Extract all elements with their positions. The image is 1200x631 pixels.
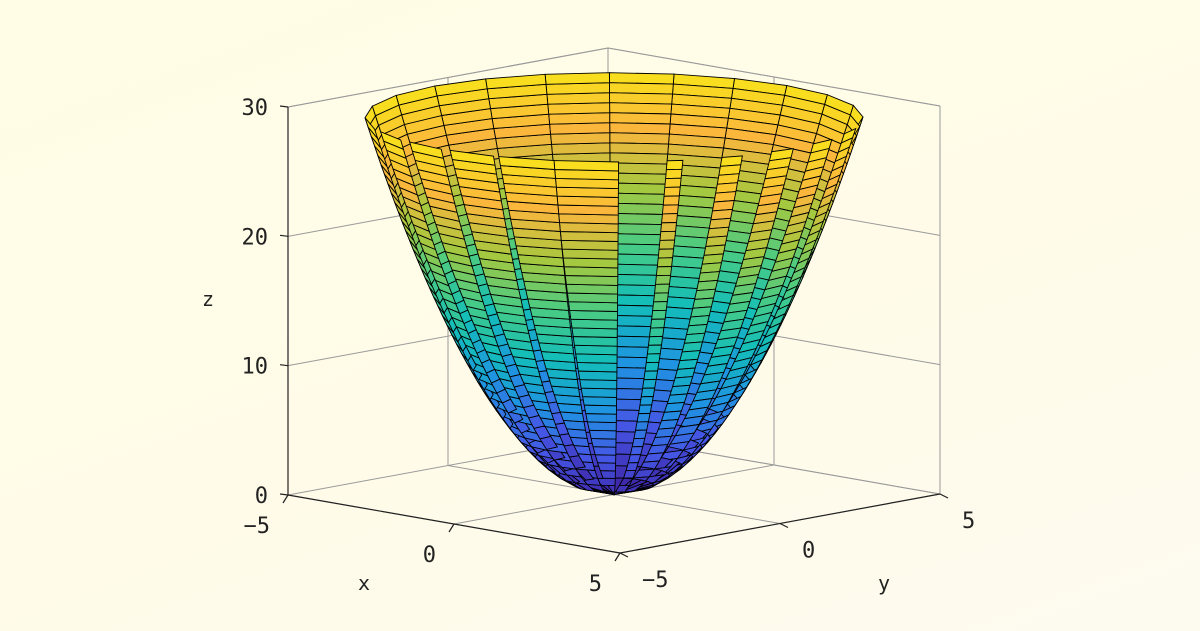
z-axis-label: z [202,287,214,311]
z-tick-label: 0 [255,484,268,509]
surface-facet [568,318,618,330]
surface-facet [609,82,674,95]
axes-layer: 0 10 20 30 −5 0 5 −5 0 5 [242,96,976,597]
surface-facet [564,275,619,286]
y-tick-label: −5 [642,568,669,593]
surface-facet [563,266,619,278]
y-tick-label: 0 [802,539,815,564]
x-tick-label: 5 [589,572,602,597]
surface-facet [550,132,611,145]
surface-facet [559,231,619,242]
surface-facet [574,361,618,373]
z-tick-label: 20 [242,225,269,250]
surface-facet [364,117,379,139]
surface-facet [549,122,611,135]
x-tick [448,523,455,533]
surface-facet [608,72,675,85]
surface-facet [569,327,618,338]
surface-facet [571,336,618,347]
x-axis-label: x [358,571,370,595]
labels-layer: x y z [202,287,890,595]
surface-facet [579,396,618,407]
surface-facet [576,379,618,390]
surface-facet [544,72,610,85]
x-tick [614,552,621,562]
x-tick [282,494,289,504]
surface-facet [567,309,618,321]
surface-facet [609,132,670,145]
z-tick [279,493,289,496]
surface-facet [573,353,618,364]
x-tick-label: −5 [244,514,271,539]
z-tick [279,234,289,237]
surface-facet [566,292,619,304]
surface-facet [561,248,619,260]
y-tick [619,552,629,558]
surface-facet [580,404,617,415]
z-tick-label: 10 [242,355,269,380]
y-tick-label: 5 [962,509,975,534]
surface-facet [553,160,620,172]
surface-facet [609,122,671,135]
y-axis-label: y [878,571,890,595]
surface-layer [364,72,864,497]
y-tick [779,522,789,529]
z-tick [279,364,289,367]
surface-facet [572,344,618,356]
z-tick-label: 30 [242,96,269,121]
surface-facet [565,283,619,295]
y-tick [939,493,949,499]
surface-facet [609,142,669,155]
surface-facet [609,102,673,115]
surface-facet [575,370,618,381]
surface-facet [551,142,611,155]
surface-facet [609,112,672,125]
surface-facet [560,239,619,251]
surface-facet [577,387,618,398]
surface-facet [566,301,618,312]
surface-facet [562,257,619,269]
x-tick-label: 0 [423,543,436,568]
surface-facet [547,102,611,115]
surface-facet [609,92,673,105]
z-tick [279,105,289,108]
